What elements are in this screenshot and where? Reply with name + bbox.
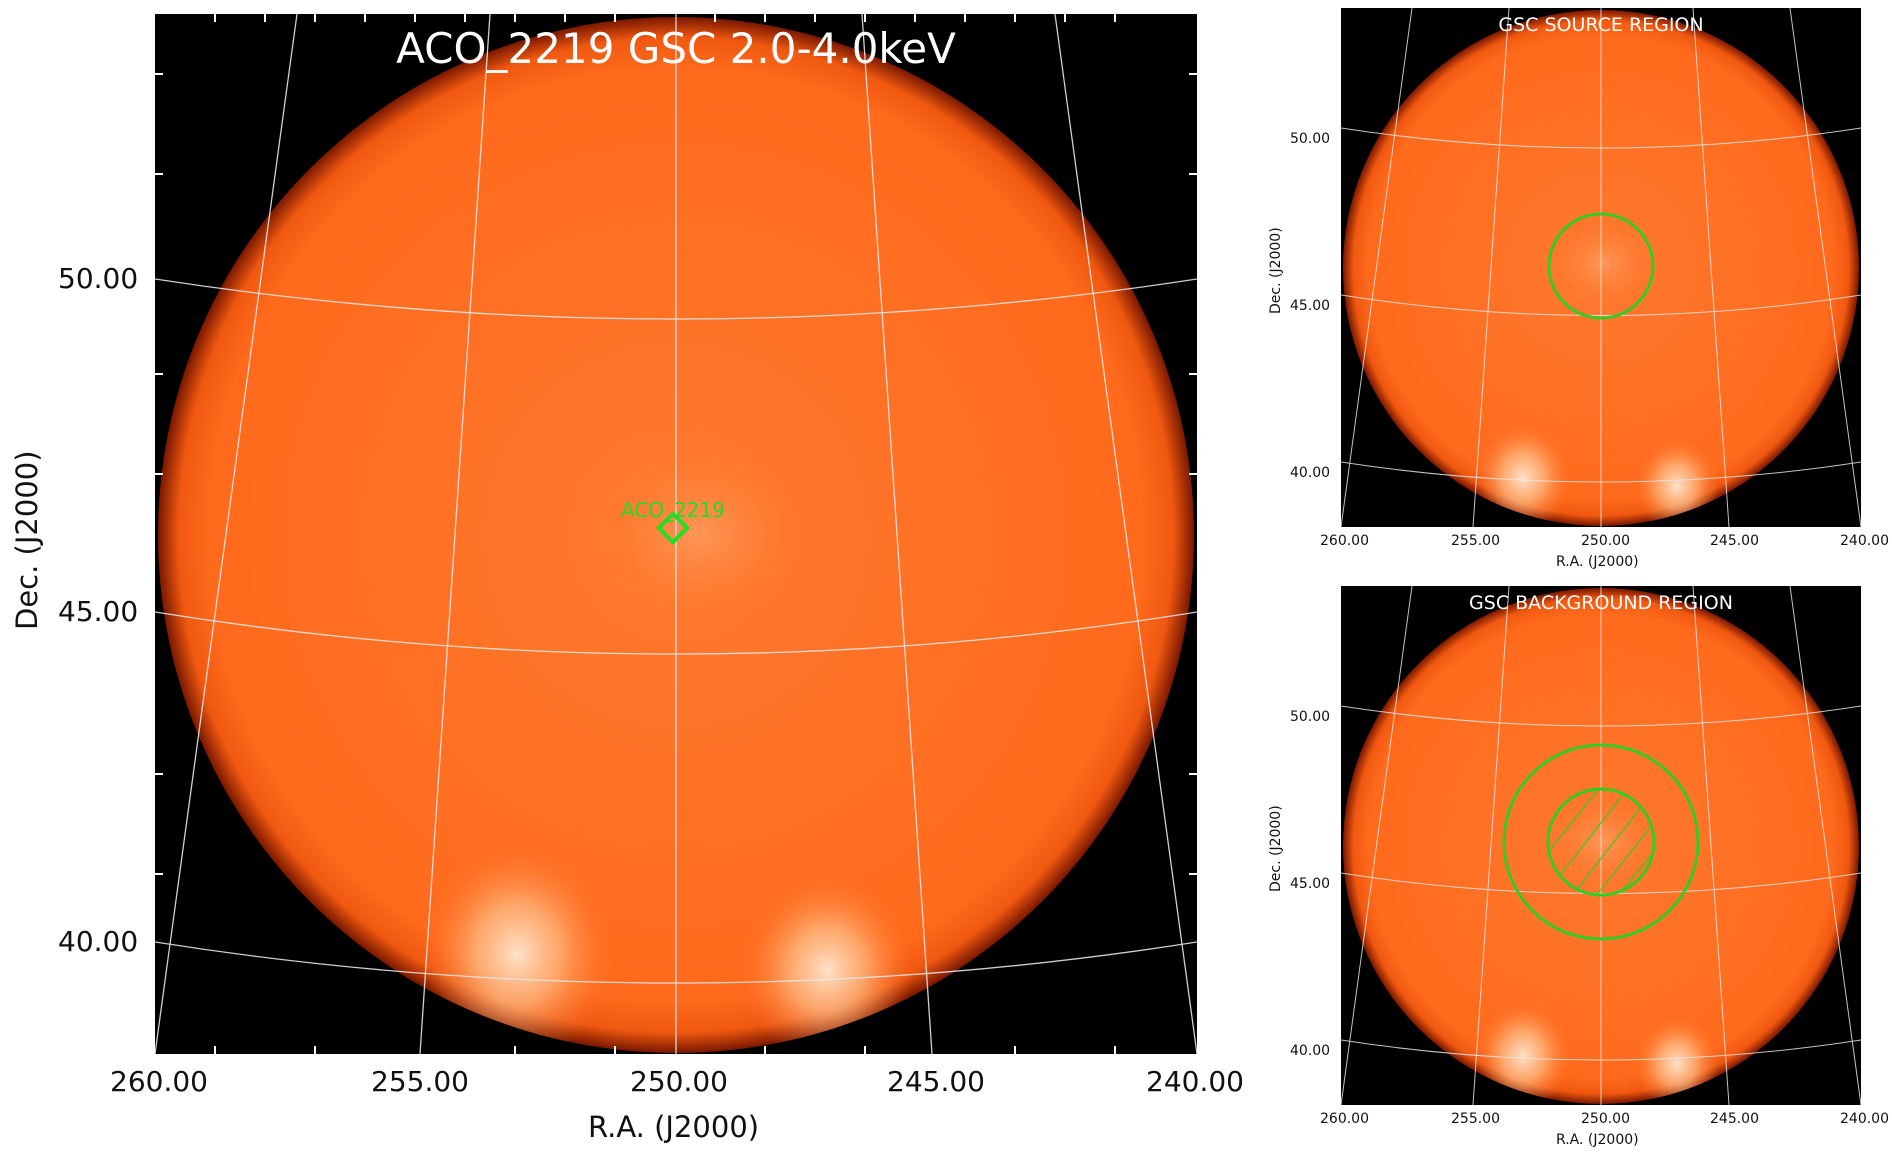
background-sky-image: [1341, 586, 1861, 1105]
main-xtick-255: 255.00: [371, 1065, 469, 1098]
coordinate-grid: [1341, 586, 1861, 1105]
background-ytick-45: 45.00: [1290, 876, 1331, 892]
source-ytick-45: 45.00: [1290, 298, 1331, 314]
source-xlabel: R.A. (J2000): [1556, 554, 1639, 570]
central-emission: [1548, 218, 1658, 308]
background-annulus-outer: [1502, 743, 1700, 941]
source-xtick-250: 250.00: [1581, 533, 1630, 549]
background-xtick-260: 260.00: [1320, 1111, 1369, 1127]
background-region-panel: GSC BACKGROUND REGION: [1341, 586, 1861, 1105]
source-region-circle: [1547, 212, 1655, 320]
background-xlabel: R.A. (J2000): [1556, 1132, 1639, 1148]
background-xtick-240: 240.00: [1840, 1111, 1889, 1127]
source-xtick-260: 260.00: [1320, 533, 1369, 549]
source-ytick-40: 40.00: [1290, 465, 1331, 481]
central-emission: [590, 444, 810, 624]
background-ytick-40: 40.00: [1290, 1043, 1331, 1059]
background-xtick-245: 245.00: [1710, 1111, 1759, 1127]
source-xtick-255: 255.00: [1451, 533, 1500, 549]
background-xtick-255: 255.00: [1451, 1111, 1500, 1127]
main-ytick-50: 50.00: [58, 262, 139, 295]
main-ytick-45: 45.00: [58, 595, 139, 628]
source-region-panel: GSC SOURCE REGION: [1341, 8, 1861, 527]
source-panel-title: GSC SOURCE REGION: [1498, 14, 1704, 36]
bright-source-left: [422, 844, 612, 1053]
main-xtick-245: 245.00: [887, 1065, 985, 1098]
source-ytick-50: 50.00: [1290, 131, 1331, 147]
main-image-panel: ACO_2219 GSC 2.0-4.0keV ACO_2219: [155, 14, 1197, 1054]
background-xtick-250: 250.00: [1581, 1111, 1630, 1127]
main-ytick-40: 40.00: [58, 925, 139, 958]
source-xtick-245: 245.00: [1710, 533, 1759, 549]
source-xtick-240: 240.00: [1840, 533, 1889, 549]
main-xtick-260: 260.00: [110, 1065, 208, 1098]
frame-ticks: [155, 14, 1197, 1054]
background-ytick-50: 50.00: [1290, 709, 1331, 725]
cluster-marker-label: ACO_2219: [621, 498, 725, 522]
coordinate-grid: [1341, 8, 1861, 527]
main-xtick-250: 250.00: [630, 1065, 728, 1098]
coordinate-grid: [155, 14, 1197, 1054]
main-title: ACO_2219 GSC 2.0-4.0keV: [396, 24, 956, 73]
main-sky-image: [155, 14, 1197, 1054]
cluster-marker: [656, 511, 690, 545]
source-ylabel: Dec. (J2000): [1268, 227, 1284, 314]
background-panel-title: GSC BACKGROUND REGION: [1469, 592, 1733, 614]
source-sky-image: [1341, 8, 1861, 527]
background-ylabel: Dec. (J2000): [1268, 805, 1284, 892]
background-annulus-inner: [1546, 787, 1656, 897]
main-xtick-240: 240.00: [1146, 1065, 1244, 1098]
main-xlabel: R.A. (J2000): [588, 1110, 760, 1144]
main-ylabel: Dec. (J2000): [10, 450, 44, 630]
